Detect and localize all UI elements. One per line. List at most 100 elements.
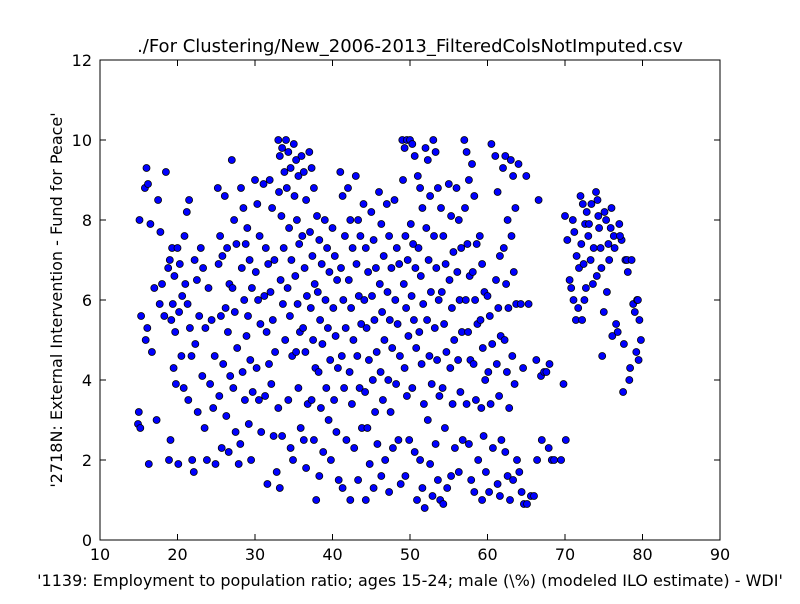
scatter-point: [298, 232, 307, 240]
scatter-point: [461, 204, 469, 212]
x-tick-label: 10: [90, 545, 110, 564]
scatter-point: [326, 456, 335, 464]
scatter-point: [534, 196, 543, 204]
scatter-point: [441, 260, 450, 268]
scatter-point: [500, 336, 509, 344]
scatter-point: [423, 156, 432, 164]
scatter-point: [171, 328, 180, 336]
scatter-point: [471, 296, 480, 304]
scatter-point: [310, 280, 319, 288]
scatter-point: [376, 368, 385, 376]
scatter-point: [416, 184, 425, 192]
scatter-point: [371, 264, 380, 272]
scatter-point: [331, 332, 340, 340]
scatter-point: [316, 404, 325, 412]
scatter-point: [243, 224, 252, 232]
scatter-point: [201, 324, 210, 332]
scatter-point: [292, 216, 301, 224]
scatter-point: [283, 284, 292, 292]
scatter-point: [192, 276, 201, 284]
scatter-point: [281, 336, 290, 344]
scatter-point: [191, 340, 200, 348]
scatter-point: [373, 440, 382, 448]
scatter-point: [493, 480, 502, 488]
scatter-point: [392, 380, 401, 388]
scatter-point: [544, 444, 553, 452]
scatter-point: [190, 256, 199, 264]
scatter-point: [334, 476, 343, 484]
scatter-point: [322, 384, 331, 392]
scatter-point: [413, 172, 422, 180]
scatter-point: [236, 440, 245, 448]
scatter-point: [213, 184, 222, 192]
scatter-point: [469, 360, 478, 368]
scatter-point: [409, 240, 418, 248]
scatter-point: [607, 204, 616, 212]
scatter-point: [437, 204, 445, 212]
scatter-point: [178, 292, 187, 300]
scatter-point: [168, 300, 177, 308]
scatter-point: [347, 400, 356, 408]
scatter-point: [461, 296, 470, 304]
scatter-point: [185, 324, 194, 332]
scatter-point: [154, 196, 163, 204]
scatter-point: [599, 308, 608, 316]
scatter-point: [274, 404, 283, 412]
scatter-point: [330, 396, 339, 404]
scatter-point: [184, 396, 193, 404]
scatter-point: [449, 248, 458, 256]
scatter-point: [530, 492, 538, 500]
scatter-point: [361, 244, 370, 252]
scatter-point: [585, 220, 593, 228]
scatter-point: [307, 396, 316, 404]
scatter-point: [576, 192, 585, 200]
scatter-point: [396, 480, 405, 488]
scatter-point: [447, 212, 456, 220]
scatter-point: [355, 384, 364, 392]
scatter-point: [524, 300, 533, 308]
y-tick-label: 10: [72, 131, 92, 150]
scatter-point: [390, 196, 399, 204]
scatter-point: [509, 476, 517, 484]
scatter-point: [468, 268, 477, 276]
scatter-point: [230, 308, 239, 316]
scatter-point: [499, 164, 507, 172]
scatter-point: [484, 368, 493, 376]
scatter-point: [577, 240, 586, 248]
scatter-point: [222, 412, 231, 420]
scatter-point: [218, 252, 227, 260]
scatter-point: [495, 252, 504, 260]
scatter-point: [517, 488, 526, 496]
scatter-point: [247, 456, 256, 464]
scatter-point: [523, 500, 531, 508]
x-tick-label: 60: [477, 545, 497, 564]
scatter-point: [341, 324, 350, 332]
scatter-point: [137, 312, 146, 320]
scatter-point: [135, 216, 144, 224]
scatter-point: [471, 396, 480, 404]
scatter-point: [464, 176, 473, 184]
scatter-point: [377, 472, 386, 480]
scatter-point: [454, 216, 463, 224]
scatter-point: [332, 428, 341, 436]
scatter-point: [533, 456, 541, 464]
scatter-point: [509, 268, 518, 276]
scatter-point: [502, 280, 511, 288]
scatter-point: [586, 256, 595, 264]
scatter-point: [450, 444, 459, 452]
scatter-point: [274, 136, 283, 144]
scatter-point: [394, 436, 403, 444]
scatter-point: [491, 152, 500, 160]
scatter-point: [494, 304, 503, 312]
scatter-point: [257, 428, 266, 436]
scatter-point: [224, 448, 233, 456]
scatter-point: [295, 240, 304, 248]
scatter-point: [361, 496, 370, 504]
scatter-point: [238, 368, 247, 376]
scatter-point: [456, 388, 465, 396]
scatter-point: [481, 468, 490, 476]
scatter-point: [242, 332, 251, 340]
scatter-point: [348, 244, 357, 252]
